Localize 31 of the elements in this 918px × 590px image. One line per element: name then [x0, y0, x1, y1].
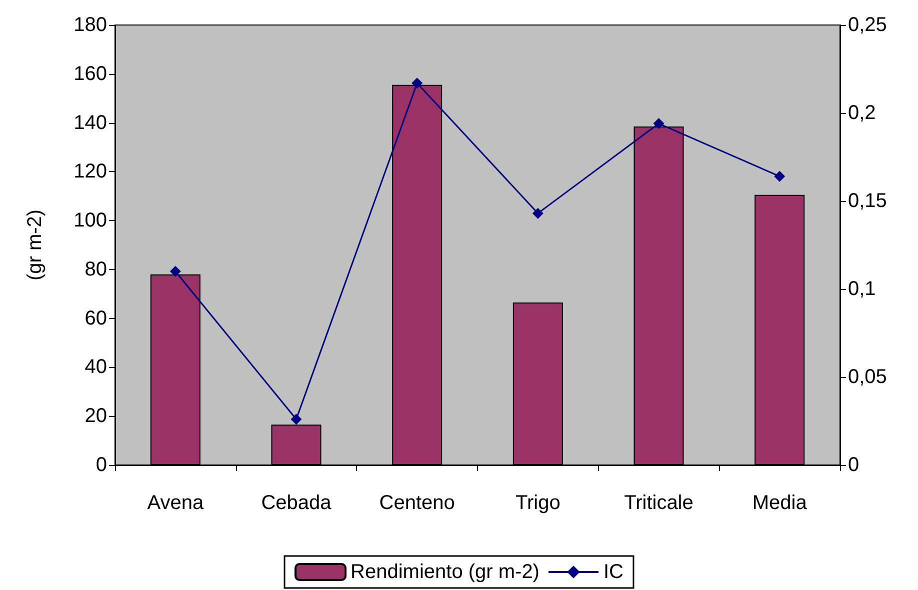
y-tick-label: 140 [74, 112, 107, 134]
y2-tick-label: 0,25 [848, 14, 887, 36]
y2-tick-label: 0,15 [848, 190, 887, 212]
y-tick-label: 120 [74, 160, 107, 183]
y-tick-label: 160 [74, 62, 107, 85]
y2-tick-label: 0,1 [848, 278, 876, 300]
y-tick-label: 180 [74, 14, 107, 36]
point [532, 208, 544, 219]
x-tick-label: Centeno [379, 492, 455, 514]
legend-label: IC [603, 561, 624, 583]
point [774, 170, 786, 182]
x-tick-label: Media [752, 492, 808, 514]
x-tick-label: Avena [147, 492, 204, 514]
y2-tick-label: 0,05 [848, 366, 887, 388]
point [290, 414, 302, 425]
y2-tick-label: 0 [848, 454, 860, 476]
point [170, 266, 181, 277]
y-tick-label: 20 [84, 405, 107, 428]
legend-label: Rendimiento (gr m-2) [350, 561, 540, 583]
y2-tick-label: 0,2 [848, 102, 876, 124]
x-tick-label: Trigo [516, 492, 560, 514]
y-axis-title: (gr m-2) [24, 209, 46, 281]
y-tick-label: 80 [84, 258, 107, 280]
y-tick-label: 0 [96, 454, 107, 476]
x-tick-label: Cebada [261, 492, 332, 514]
y-tick-label: 40 [84, 356, 107, 378]
y-tick-label: 100 [74, 210, 107, 232]
x-tick-label: Triticale [624, 492, 694, 514]
point [412, 78, 423, 89]
y-tick-label: 60 [84, 307, 107, 330]
point [653, 118, 664, 130]
